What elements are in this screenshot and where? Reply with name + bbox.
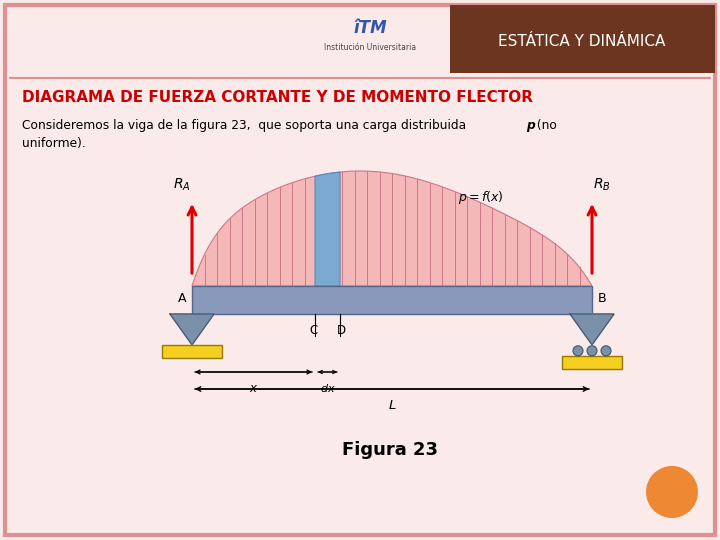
Bar <box>162 345 222 358</box>
Text: B: B <box>598 292 607 305</box>
Circle shape <box>646 466 698 518</box>
Text: uniforme).: uniforme). <box>22 137 86 150</box>
Text: Consideremos la viga de la figura 23,  que soporta una carga distribuida: Consideremos la viga de la figura 23, qu… <box>22 118 470 132</box>
Text: $p= f(x)$: $p= f(x)$ <box>458 190 504 206</box>
Text: $R_B$: $R_B$ <box>593 177 611 193</box>
Text: $dx$: $dx$ <box>320 382 336 394</box>
Circle shape <box>587 346 597 356</box>
Text: Figura 23: Figura 23 <box>342 441 438 459</box>
Circle shape <box>601 346 611 356</box>
Text: A: A <box>178 292 186 305</box>
Text: DIAGRAMA DE FUERZA CORTANTE Y DE MOMENTO FLECTOR: DIAGRAMA DE FUERZA CORTANTE Y DE MOMENTO… <box>22 91 533 105</box>
Text: Institución Universitaria: Institución Universitaria <box>324 44 416 52</box>
Text: $x$: $x$ <box>249 382 258 395</box>
Text: p: p <box>526 118 535 132</box>
Text: ESTÁTICA Y DINÁMICA: ESTÁTICA Y DINÁMICA <box>498 35 666 50</box>
Polygon shape <box>315 172 340 286</box>
Text: $L$: $L$ <box>387 399 396 412</box>
Bar <box>192 286 592 314</box>
Polygon shape <box>170 314 214 345</box>
Bar <box>562 356 622 369</box>
Text: îTM: îTM <box>354 19 387 37</box>
Text: D: D <box>336 324 346 337</box>
Bar <box>450 5 715 73</box>
Text: (no: (no <box>533 118 557 132</box>
Circle shape <box>573 346 583 356</box>
Polygon shape <box>570 314 614 345</box>
Text: $R_A$: $R_A$ <box>174 177 191 193</box>
Text: C: C <box>310 324 318 337</box>
Polygon shape <box>192 171 592 286</box>
